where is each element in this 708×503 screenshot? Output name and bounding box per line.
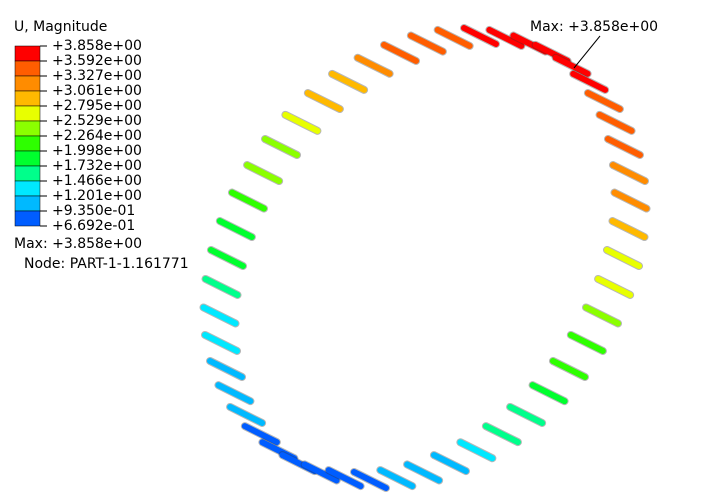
rod [604, 247, 642, 269]
rod [227, 403, 266, 426]
rod [407, 32, 446, 55]
legend-label: +2.795e+00 [52, 98, 142, 114]
rod [208, 247, 246, 269]
rod [609, 162, 648, 185]
rod [507, 403, 546, 426]
legend-label: +2.264e+00 [52, 128, 142, 144]
rod [354, 54, 393, 77]
rod [604, 136, 643, 158]
rod [486, 26, 525, 49]
rod [457, 439, 496, 462]
legend-label: +1.998e+00 [52, 143, 142, 159]
rod [434, 26, 473, 49]
legend-band [14, 135, 41, 152]
rod [202, 331, 241, 354]
rod [596, 111, 635, 134]
legend-max: Max: +3.858e+00 [14, 236, 142, 252]
rod [304, 90, 343, 113]
legend-title: U, Magnitude [14, 19, 107, 35]
rod [552, 54, 591, 77]
rod [244, 162, 283, 185]
rod [207, 358, 246, 380]
legend-label: +3.327e+00 [52, 68, 142, 84]
legend-band [14, 210, 41, 227]
rod [351, 469, 389, 491]
legend-band [14, 90, 41, 107]
rod [529, 382, 568, 405]
legend-band [14, 165, 41, 182]
rod [325, 467, 364, 490]
rod [202, 275, 241, 298]
legend-band [14, 75, 41, 92]
legend-label: +3.858e+00 [52, 38, 142, 54]
rod [200, 304, 239, 327]
legend-label: +6.692e-01 [52, 218, 135, 234]
rod [241, 423, 280, 446]
rod [461, 25, 499, 47]
legend-band [14, 105, 41, 122]
rod [567, 331, 606, 354]
model [199, 24, 651, 492]
rod [377, 467, 416, 490]
rod [216, 218, 255, 241]
legend-label: +2.529e+00 [52, 113, 142, 129]
rod [282, 111, 321, 134]
rod [595, 275, 634, 298]
legend: +3.858e+00+3.592e+00+3.327e+00+3.061e+00… [14, 38, 142, 234]
rod [611, 189, 650, 212]
max-annotation: Max: +3.858e+00 [530, 19, 658, 35]
rod [570, 70, 609, 93]
legend-label: +1.201e+00 [52, 188, 142, 204]
rod [430, 452, 469, 475]
rod [262, 136, 301, 158]
rod [381, 41, 420, 64]
rod [329, 70, 368, 93]
leader-line [573, 35, 601, 69]
legend-label: +3.592e+00 [52, 53, 142, 69]
legend-band [14, 45, 41, 62]
legend-band [14, 150, 41, 167]
rod [228, 189, 267, 212]
rod [583, 304, 622, 327]
rod [549, 358, 588, 380]
legend-node: Node: PART-1-1.161771 [24, 256, 189, 272]
rod [404, 461, 443, 484]
rod [301, 461, 340, 484]
legend-label: +3.061e+00 [52, 83, 142, 99]
legend-band [14, 195, 41, 212]
rod [482, 423, 521, 446]
legend-label: +1.732e+00 [52, 158, 142, 174]
rod [609, 218, 648, 241]
legend-label: +1.466e+00 [52, 173, 142, 189]
legend-band [14, 60, 41, 77]
legend-band [14, 180, 41, 197]
legend-label: +9.350e-01 [52, 203, 135, 219]
rod [215, 382, 254, 405]
legend-band [14, 120, 41, 137]
rod [584, 90, 623, 113]
